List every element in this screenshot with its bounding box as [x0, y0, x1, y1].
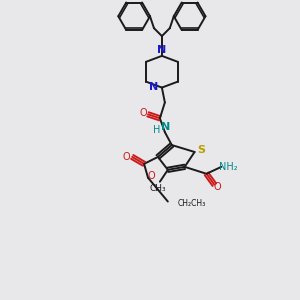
Text: S: S	[197, 145, 206, 155]
Text: O: O	[122, 152, 130, 162]
Text: N: N	[161, 122, 170, 132]
Text: O: O	[147, 171, 155, 181]
Text: NH₂: NH₂	[219, 162, 238, 172]
Text: N: N	[157, 45, 167, 55]
Text: O: O	[139, 108, 147, 118]
Text: N: N	[149, 82, 159, 92]
Text: CH₃: CH₃	[150, 184, 166, 193]
Text: CH₂CH₃: CH₂CH₃	[178, 199, 206, 208]
Text: H: H	[153, 125, 161, 135]
Text: O: O	[214, 182, 221, 192]
